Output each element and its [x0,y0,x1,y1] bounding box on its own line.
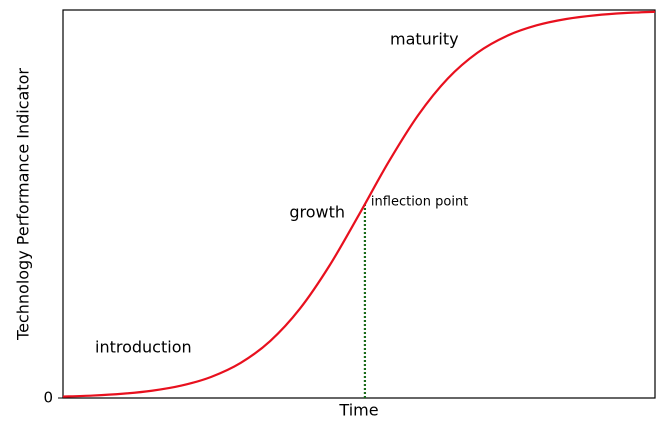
annotation: maturity [390,30,459,49]
plot-frame [62,9,656,399]
inflection-label: inflection point [371,195,468,210]
y-axis-label: Technology Performance Indicator [14,68,33,341]
x-axis-label: Time [338,401,378,420]
line [62,10,656,398]
y-tick-label: 0 [43,389,53,407]
annotation: growth [289,203,345,222]
annotation: introduction [95,338,192,357]
